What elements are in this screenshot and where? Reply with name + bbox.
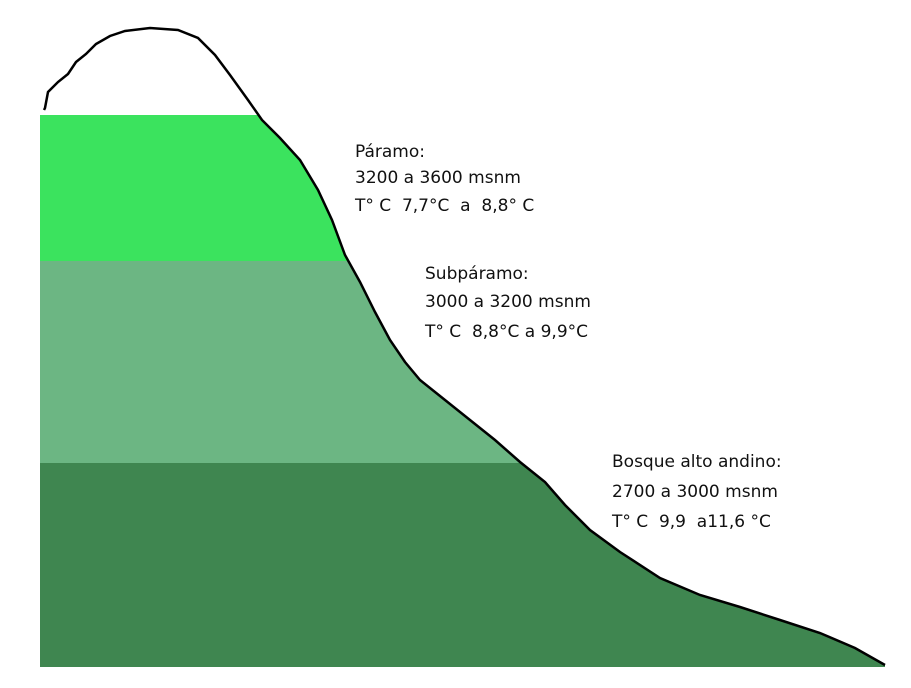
zone-altitude: 3200 a 3600 msnm xyxy=(355,168,521,188)
zone-name: Subpáramo: xyxy=(425,264,529,284)
zone-name: Páramo: xyxy=(355,142,425,162)
zone-name: Bosque alto andino: xyxy=(612,452,782,472)
zone-altitude: 3000 a 3200 msnm xyxy=(425,292,591,312)
mountain-diagram: Páramo: 3200 a 3600 msnm T° C 7,7°C a 8,… xyxy=(0,0,911,688)
paramo-band xyxy=(40,115,890,261)
page: {"zones": [ {"name": "Páramo:", "altitud… xyxy=(0,0,911,688)
zone-temperature: T° C 9,9 a11,6 °C xyxy=(611,512,771,532)
zone-altitude: 2700 a 3000 msnm xyxy=(612,482,778,502)
zone-temperature: T° C 8,8°C a 9,9°C xyxy=(424,322,588,342)
zone-temperature: T° C 7,7°C a 8,8° C xyxy=(354,196,534,216)
